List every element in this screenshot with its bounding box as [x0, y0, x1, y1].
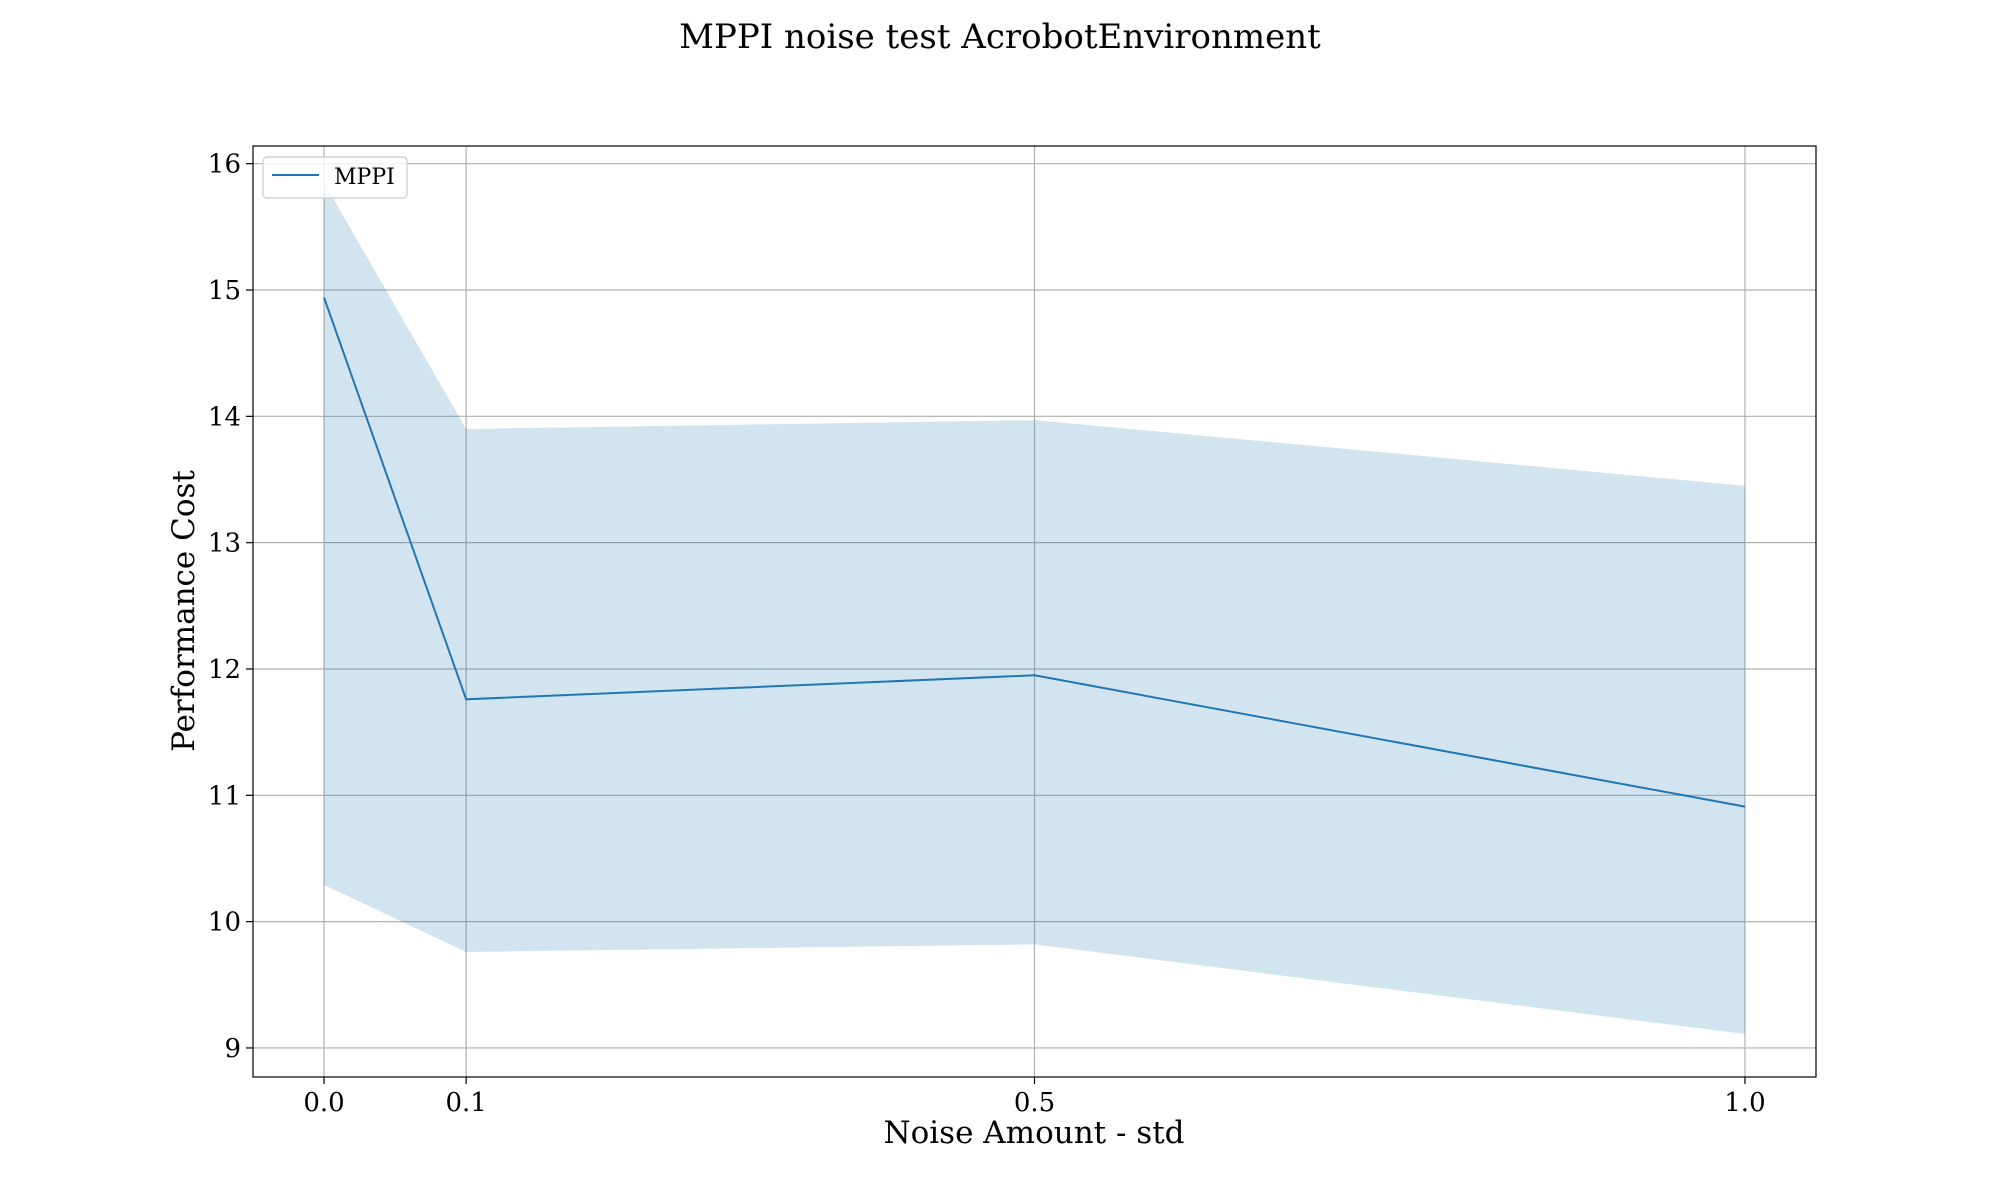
y-tick-label: 10: [208, 908, 241, 938]
legend: MPPI: [262, 156, 408, 199]
y-tick-label: 13: [208, 529, 241, 559]
confidence-band-layer: [324, 182, 1745, 1035]
chart-title: MPPI noise test AcrobotEnvironment: [679, 17, 1321, 57]
legend-box: [262, 156, 408, 199]
x-tick-label: 0.1: [445, 1088, 486, 1118]
tick-layer: 0.0 0.1 0.5 1.0 9 10 11 12 13 14 15 16: [208, 150, 1766, 1118]
x-tick-label: 0.0: [303, 1088, 344, 1118]
x-tick-label: 1.0: [1724, 1088, 1765, 1118]
series-line-layer: [323, 297, 1746, 808]
x-axis-label: Noise Amount - std: [883, 1115, 1184, 1151]
y-tick-label: 12: [208, 655, 241, 685]
x-tick-label: 0.5: [1014, 1088, 1055, 1118]
y-tick-label: 11: [208, 781, 241, 811]
y-tick-label: 15: [208, 276, 241, 306]
confidence-band: [324, 182, 1745, 1035]
legend-label-mppi: MPPI: [334, 165, 395, 190]
y-axis-label: Performance Cost: [166, 470, 202, 752]
y-tick-label: 14: [208, 402, 241, 432]
y-tick-label: 16: [208, 150, 241, 180]
series-line: [323, 297, 1746, 808]
grid-layer: [253, 146, 1816, 1077]
y-tick-label: 9: [224, 1034, 241, 1064]
